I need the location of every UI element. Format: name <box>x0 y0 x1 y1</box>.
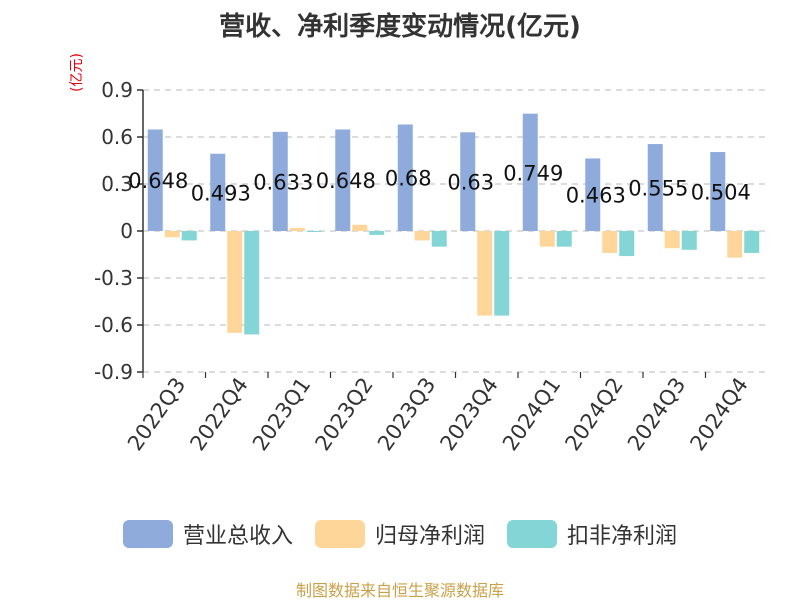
y-tick-label: 0.9 <box>101 78 133 102</box>
y-tick-label: -0.6 <box>94 313 133 337</box>
bar-2024Q4-series-0 <box>710 152 726 231</box>
x-tick-label: 2023Q2 <box>310 373 377 455</box>
legend-label-revenue: 营业总收入 <box>182 524 293 549</box>
y-tick-label: -0.3 <box>94 266 133 290</box>
legend-swatch-net-profit <box>314 520 365 548</box>
bar-2023Q2-series-2 <box>369 231 385 235</box>
bar-2024Q2-series-0 <box>585 158 601 231</box>
bar-2023Q4-series-2 <box>494 231 510 316</box>
data-label-revenue: 0.633 <box>253 170 313 194</box>
x-tick-label: 2023Q4 <box>435 373 502 455</box>
bar-2022Q3-series-0 <box>147 129 163 231</box>
bar-2023Q2-series-0 <box>335 129 351 231</box>
bar-2024Q2-series-1 <box>602 231 618 253</box>
x-tick-label: 2023Q1 <box>248 373 315 455</box>
legend: 营业总收入 归母净利润 扣非净利润 <box>0 518 800 550</box>
y-tick-label: 0.6 <box>101 125 133 149</box>
axes: 0.9 0.6 0.3 0 -0.3 -0.6 -0.92022Q32022Q42023Q1… <box>94 78 753 455</box>
bar-2022Q3-series-2 <box>181 231 197 241</box>
bar-2024Q1-series-2 <box>556 231 572 247</box>
bar-2022Q3-series-1 <box>164 231 180 238</box>
bar-2024Q3-series-1 <box>664 231 680 249</box>
bar-2024Q3-series-2 <box>681 231 697 250</box>
bar-2024Q2-series-2 <box>619 231 635 257</box>
data-label-revenue: 0.463 <box>566 184 626 208</box>
x-tick-label: 2022Q3 <box>123 373 190 455</box>
chart-title: 营收、净利季度变动情况(亿元) <box>219 12 581 42</box>
data-label-revenue: 0.555 <box>628 177 688 201</box>
bar-2024Q4-series-2 <box>744 231 760 253</box>
bar-2023Q1-series-0 <box>272 131 288 231</box>
data-label-revenue: 0.63 <box>447 171 494 195</box>
data-label-revenue: 0.749 <box>503 161 563 185</box>
x-tick-label: 2024Q2 <box>560 373 627 455</box>
legend-item-revenue[interactable]: 营业总收入 <box>122 518 293 550</box>
legend-item-deducted-profit[interactable]: 扣非净利润 <box>507 518 677 550</box>
bar-2023Q1-series-2 <box>306 231 322 232</box>
bar-2022Q4-series-2 <box>244 231 260 335</box>
bar-2023Q2-series-1 <box>352 224 368 231</box>
legend-label-deducted-profit: 扣非净利润 <box>567 524 678 549</box>
bar-2023Q3-series-0 <box>397 124 413 231</box>
x-tick-label: 2022Q4 <box>185 373 252 455</box>
bar-2023Q4-series-1 <box>477 231 493 316</box>
bar-2023Q3-series-1 <box>414 231 430 241</box>
bar-2023Q4-series-0 <box>460 132 476 231</box>
bar-2024Q1-series-1 <box>539 231 555 247</box>
x-tick-label: 2024Q1 <box>498 373 565 455</box>
data-source-note: 制图数据来自恒生聚源数据库 <box>295 581 504 600</box>
legend-label-net-profit: 归母净利润 <box>374 524 485 549</box>
data-label-revenue: 0.68 <box>385 167 432 191</box>
y-tick-label: 0 <box>120 219 133 243</box>
data-label-revenue: 0.493 <box>191 181 251 205</box>
bar-2022Q4-series-0 <box>210 153 226 231</box>
data-label-revenue: 0.648 <box>128 169 188 193</box>
data-label-revenue: 0.648 <box>316 169 376 193</box>
bars <box>147 113 760 335</box>
bar-2024Q1-series-0 <box>522 113 538 231</box>
legend-swatch-revenue <box>122 520 173 548</box>
legend-item-net-profit[interactable]: 归母净利润 <box>314 518 485 550</box>
y-tick-label: 0.3 <box>101 172 133 196</box>
data-label-revenue: 0.504 <box>691 181 751 205</box>
bar-2023Q1-series-1 <box>289 227 305 231</box>
x-tick-label: 2023Q3 <box>373 373 440 455</box>
bar-chart: 0.9 0.6 0.3 0 -0.3 -0.6 -0.92022Q32022Q42023Q1… <box>94 78 768 455</box>
bar-2023Q3-series-2 <box>431 231 447 247</box>
bar-2024Q4-series-1 <box>727 231 743 258</box>
legend-swatch-deducted-profit <box>507 520 557 548</box>
x-tick-label: 2024Q4 <box>685 373 752 455</box>
y-tick-label: -0.9 <box>94 360 133 384</box>
bar-2022Q4-series-1 <box>227 231 243 333</box>
x-tick-label: 2024Q3 <box>623 373 690 455</box>
bar-2024Q3-series-0 <box>647 144 663 231</box>
